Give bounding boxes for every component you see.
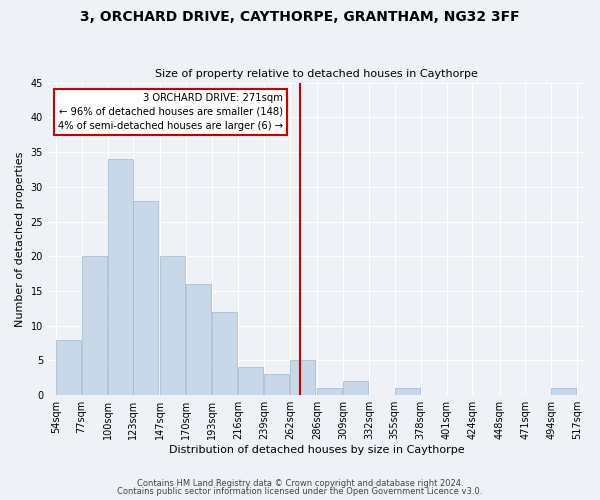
Bar bbox=[160, 256, 185, 395]
Y-axis label: Number of detached properties: Number of detached properties bbox=[15, 151, 25, 326]
Text: Contains HM Land Registry data © Crown copyright and database right 2024.: Contains HM Land Registry data © Crown c… bbox=[137, 478, 463, 488]
Bar bbox=[317, 388, 342, 395]
Bar bbox=[395, 388, 420, 395]
Bar bbox=[82, 256, 107, 395]
Bar bbox=[133, 200, 158, 395]
Bar bbox=[56, 340, 80, 395]
Bar bbox=[264, 374, 289, 395]
Bar bbox=[551, 388, 577, 395]
X-axis label: Distribution of detached houses by size in Caythorpe: Distribution of detached houses by size … bbox=[169, 445, 464, 455]
Text: 3, ORCHARD DRIVE, CAYTHORPE, GRANTHAM, NG32 3FF: 3, ORCHARD DRIVE, CAYTHORPE, GRANTHAM, N… bbox=[80, 10, 520, 24]
Text: Contains public sector information licensed under the Open Government Licence v3: Contains public sector information licen… bbox=[118, 487, 482, 496]
Bar bbox=[290, 360, 315, 395]
Bar bbox=[107, 159, 133, 395]
Bar bbox=[187, 284, 211, 395]
Bar bbox=[212, 312, 237, 395]
Text: 3 ORCHARD DRIVE: 271sqm
← 96% of detached houses are smaller (148)
4% of semi-de: 3 ORCHARD DRIVE: 271sqm ← 96% of detache… bbox=[58, 93, 283, 131]
Bar bbox=[238, 368, 263, 395]
Title: Size of property relative to detached houses in Caythorpe: Size of property relative to detached ho… bbox=[155, 69, 478, 79]
Bar bbox=[343, 382, 368, 395]
